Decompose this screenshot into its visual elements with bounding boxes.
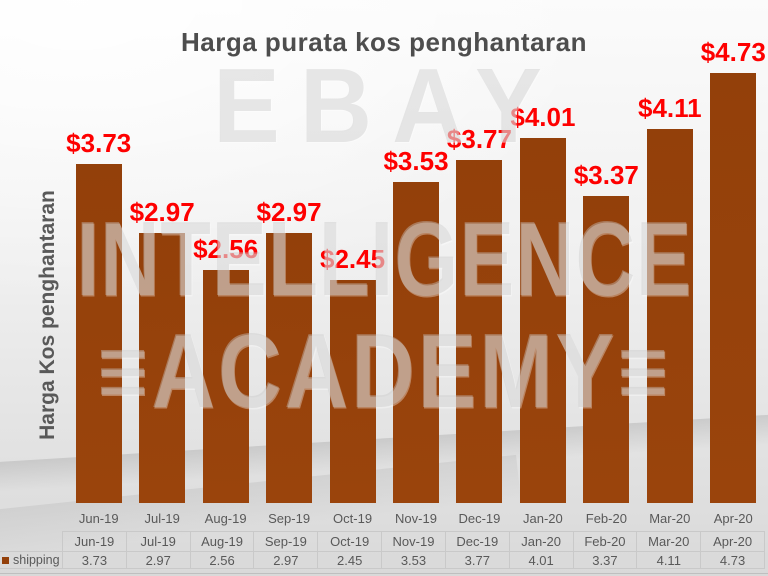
table-value-cell: 2.45 bbox=[318, 552, 383, 569]
legend-color-swatch-icon bbox=[2, 556, 9, 564]
plot-area: $3.73 $2.97 $2.56 $2.97 $2.45 $3.53 $3.77 $4.01… bbox=[66, 37, 766, 503]
bar-value-label: $3.53 bbox=[383, 145, 449, 176]
x-axis: Jun-19 Jul-19 Aug-19 Sep-19 Oct-19 Nov-19 Dec-… bbox=[67, 507, 765, 529]
x-axis-label: Oct-19 bbox=[333, 510, 373, 526]
table-header-cell: Aug-19 bbox=[190, 532, 255, 552]
table-value-cell: 3.37 bbox=[573, 552, 638, 569]
y-axis-title: Harga Kos penghantaran bbox=[36, 190, 59, 440]
x-axis-label: Apr-20 bbox=[713, 510, 753, 526]
bar bbox=[393, 181, 439, 503]
table-value-cell: 3.77 bbox=[445, 552, 510, 569]
bar-value-label: $2.97 bbox=[256, 196, 322, 227]
bar-value-label: $3.37 bbox=[573, 160, 639, 191]
table-header-cell: Oct-19 bbox=[318, 532, 383, 552]
table-header-cell: Nov-19 bbox=[382, 532, 446, 552]
bar bbox=[139, 232, 186, 503]
x-axis-label: Aug-19 bbox=[204, 510, 247, 526]
bar bbox=[710, 72, 757, 503]
x-axis-label: Sep-19 bbox=[268, 510, 311, 526]
x-axis-label: Nov-19 bbox=[395, 510, 437, 526]
table-value-cell: 4.11 bbox=[637, 552, 702, 569]
bar bbox=[456, 159, 503, 503]
x-axis-label: Jul-19 bbox=[144, 510, 180, 526]
data-table: Jun-19 Jul-19 Aug-19 Sep-19 Oct-19 Nov-19 Dec-… bbox=[62, 531, 765, 569]
bar-value-label: $2.97 bbox=[129, 196, 195, 227]
bar-value-label: $2.45 bbox=[319, 244, 386, 275]
bar bbox=[519, 138, 566, 503]
legend-label: shipping bbox=[13, 553, 60, 567]
x-axis-label: Jun-19 bbox=[78, 510, 119, 526]
x-axis-label: Dec-19 bbox=[458, 510, 501, 526]
bar bbox=[202, 270, 249, 503]
bar-value-label: $4.73 bbox=[700, 36, 766, 67]
bar bbox=[329, 280, 376, 503]
chart-title: Harga purata kos penghantaran bbox=[180, 27, 588, 57]
x-axis-label: Mar-20 bbox=[649, 510, 691, 526]
bar-value-label: $4.11 bbox=[637, 93, 702, 123]
chart-frame-shadow bbox=[0, 573, 768, 574]
table-value-cell: 4.73 bbox=[701, 552, 765, 569]
table-value-cell: 2.97 bbox=[126, 552, 191, 569]
x-axis-label: Feb-20 bbox=[585, 510, 627, 526]
bar-value-label: $4.01 bbox=[510, 102, 576, 133]
bar-value-label: $3.77 bbox=[446, 123, 512, 154]
table-header-cell: Jan-20 bbox=[509, 532, 574, 552]
table-value-cell: 2.56 bbox=[190, 552, 255, 569]
table-header-cell: Sep-19 bbox=[254, 532, 319, 552]
x-axis-label: Jan-20 bbox=[523, 510, 563, 526]
table-header-cell: Jul-19 bbox=[126, 532, 191, 552]
legend-key: shipping bbox=[0, 551, 62, 569]
table-value-cell: 3.53 bbox=[382, 552, 446, 569]
bar bbox=[646, 129, 693, 503]
bar-value-label: $2.56 bbox=[193, 234, 259, 265]
table-value-cell: 3.73 bbox=[63, 552, 127, 569]
table-header-cell: Feb-20 bbox=[573, 532, 638, 552]
table-header-cell: Apr-20 bbox=[701, 532, 765, 552]
bar-value-label: $3.73 bbox=[66, 127, 132, 158]
bar bbox=[583, 196, 630, 503]
bar bbox=[75, 163, 122, 503]
table-value-cell: 2.97 bbox=[254, 552, 319, 569]
table-header-cell: Mar-20 bbox=[637, 532, 702, 552]
bar bbox=[266, 232, 313, 503]
table-value-cell: 4.01 bbox=[509, 552, 574, 569]
table-header-cell: Jun-19 bbox=[63, 532, 127, 552]
table-header-cell: Dec-19 bbox=[445, 532, 510, 552]
